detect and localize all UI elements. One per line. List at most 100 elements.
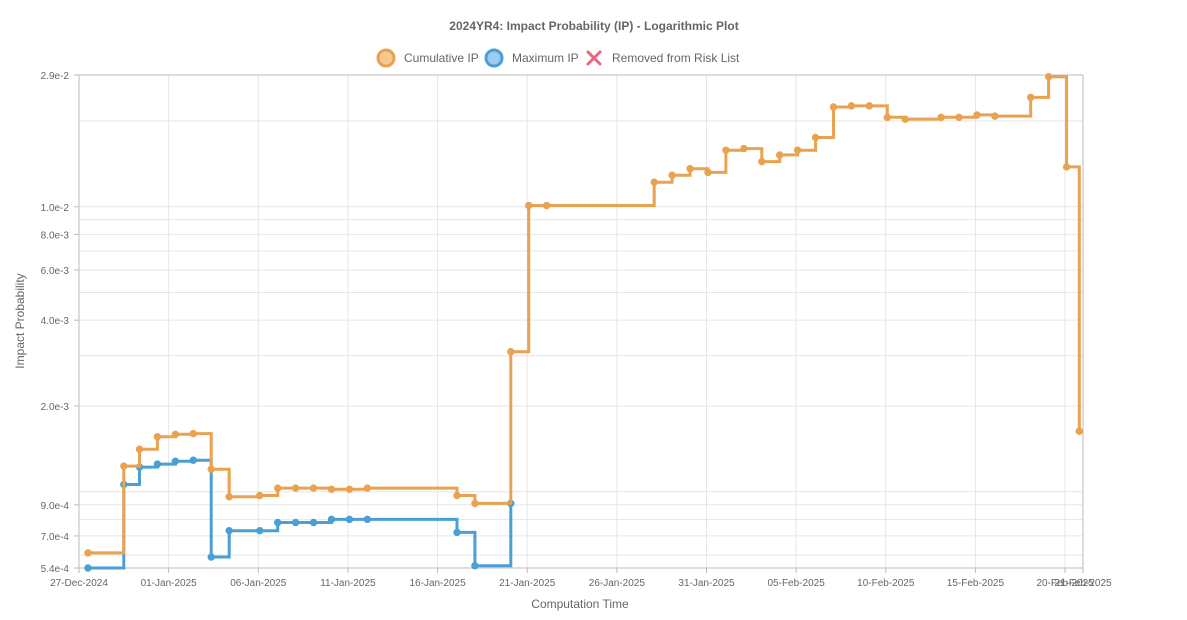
legend-item-cumulative-ip[interactable]: Cumulative IP (376, 48, 479, 68)
y-tick-label: 5.4e-4 (41, 564, 70, 575)
data-point-cumulative-ip (256, 491, 264, 500)
data-point-maximum-ip (453, 528, 461, 537)
legend-marker-maximum-ip (484, 48, 504, 68)
series-line-maximum-ip (88, 458, 513, 570)
legend-label-removed-from-risk-list: Removed from Risk List (612, 51, 740, 65)
data-point-cumulative-ip (507, 348, 515, 356)
legend-label-cumulative-ip: Cumulative IP (404, 51, 479, 65)
data-point-maximum-ip (471, 562, 479, 570)
x-tick-label: 26-Jan-2025 (589, 578, 646, 589)
x-axis-tick-labels: 27-Dec-2024 01-Jan-2025 06-Jan-2025 11-Jan-… (50, 578, 1112, 589)
data-point-cumulative-ip (955, 113, 963, 122)
data-point-cumulative-ip (901, 115, 909, 123)
x-tick-label: 21-Feb-2025 (1054, 578, 1112, 589)
legend-item-maximum-ip[interactable]: Maximum IP (484, 48, 579, 68)
data-point-maximum-ip (256, 526, 264, 535)
x-tick-label: 11-Jan-2025 (320, 578, 376, 589)
y-tick-label: 1.0e-2 (41, 203, 70, 214)
data-point-maximum-ip (171, 457, 180, 465)
x-tick-label: 01-Jan-2025 (141, 578, 198, 589)
data-point-cumulative-ip (84, 549, 92, 557)
data-point-maximum-ip (189, 456, 197, 464)
x-axis-title: Computation Time (531, 597, 629, 611)
x-tick-label: 20-Feb-2025 (1036, 578, 1094, 589)
data-point-cumulative-ip (363, 484, 372, 492)
data-point-cumulative-ip (686, 165, 694, 173)
data-point-cumulative-ip (1027, 93, 1035, 102)
data-point-cumulative-ip (153, 433, 162, 441)
plot-series (84, 73, 1083, 572)
x-tick-label: 16-Jan-2025 (409, 578, 466, 589)
x-tick-label: 21-Jan-2025 (499, 578, 556, 589)
data-point-cumulative-ip (758, 157, 766, 166)
data-point-maximum-ip (84, 564, 92, 572)
data-point-maximum-ip (225, 526, 233, 535)
y-axis-tick-labels: 2.9e-2 1.0e-2 8.0e-3 6.0e-3 4.0e-3 2.0e-3 9.0e… (41, 71, 70, 575)
data-point-cumulative-ip (345, 485, 354, 493)
plot-axes (74, 74, 1084, 573)
data-point-cumulative-ip (793, 146, 802, 154)
data-point-maximum-ip (327, 515, 336, 524)
data-point-cumulative-ip (291, 484, 300, 492)
data-point-cumulative-ip (937, 113, 945, 122)
legend-item-removed-from-risk-list[interactable]: Removed from Risk List (586, 50, 740, 66)
data-point-cumulative-ip (668, 171, 676, 179)
x-tick-label: 10-Feb-2025 (857, 578, 915, 589)
data-point-cumulative-ip (542, 201, 551, 210)
data-point-maximum-ip (153, 460, 162, 468)
data-point-cumulative-ip (525, 201, 533, 210)
cross-icon (586, 50, 602, 66)
data-point-cumulative-ip (811, 133, 820, 142)
x-tick-label: 27-Dec-2024 (50, 578, 108, 589)
data-point-maximum-ip (309, 518, 318, 527)
data-point-maximum-ip (274, 518, 282, 527)
data-point-cumulative-ip (189, 429, 197, 438)
x-tick-label: 15-Feb-2025 (947, 578, 1005, 589)
data-point-cumulative-ip (1044, 73, 1053, 81)
y-tick-label: 9.0e-4 (41, 501, 70, 512)
data-point-cumulative-ip (135, 445, 144, 453)
data-point-maximum-ip (345, 515, 354, 524)
data-point-cumulative-ip (991, 112, 999, 120)
series-line-cumulative-ip (88, 75, 1081, 555)
y-tick-label: 2.9e-2 (41, 71, 70, 82)
data-point-cumulative-ip (171, 430, 180, 439)
data-point-maximum-ip (207, 553, 215, 561)
data-point-cumulative-ip (274, 484, 282, 492)
data-point-cumulative-ip (1062, 163, 1071, 171)
y-tick-label: 8.0e-3 (41, 230, 70, 241)
data-point-cumulative-ip (740, 144, 748, 153)
legend-label-maximum-ip: Maximum IP (512, 51, 579, 65)
data-point-cumulative-ip (207, 465, 215, 473)
data-point-cumulative-ip (1075, 427, 1083, 435)
data-point-cumulative-ip (704, 168, 712, 177)
data-point-cumulative-ip (309, 484, 318, 492)
data-point-cumulative-ip (453, 491, 461, 500)
legend-marker-cumulative-ip (376, 48, 396, 68)
data-point-cumulative-ip (883, 113, 891, 122)
data-point-cumulative-ip (865, 102, 874, 110)
data-point-cumulative-ip (225, 493, 233, 501)
data-point-maximum-ip (363, 515, 372, 524)
data-point-cumulative-ip (847, 102, 856, 110)
data-point-cumulative-ip (776, 151, 784, 159)
chart-title: 2024YR4: Impact Probability (IP) - Logar… (449, 19, 738, 33)
x-tick-label: 06-Jan-2025 (230, 578, 287, 589)
data-point-maximum-ip (291, 518, 300, 527)
data-point-cumulative-ip (650, 178, 658, 186)
y-tick-label: 2.0e-3 (41, 402, 70, 413)
data-point-cumulative-ip (973, 111, 981, 119)
series-cumulative-ip (84, 73, 1083, 557)
data-point-cumulative-ip (327, 485, 336, 493)
y-tick-label: 6.0e-3 (41, 266, 70, 277)
x-tick-label: 05-Feb-2025 (768, 578, 826, 589)
y-tick-label: 7.0e-4 (41, 532, 70, 543)
data-point-cumulative-ip (722, 146, 730, 154)
y-axis-title: Impact Probability (13, 273, 27, 368)
data-point-cumulative-ip (471, 499, 479, 508)
x-tick-label: 31-Jan-2025 (678, 578, 735, 589)
series-maximum-ip (84, 456, 515, 572)
data-point-cumulative-ip (120, 462, 128, 470)
chart-legend: Cumulative IP Maximum IP Removed from Ri… (376, 48, 740, 68)
